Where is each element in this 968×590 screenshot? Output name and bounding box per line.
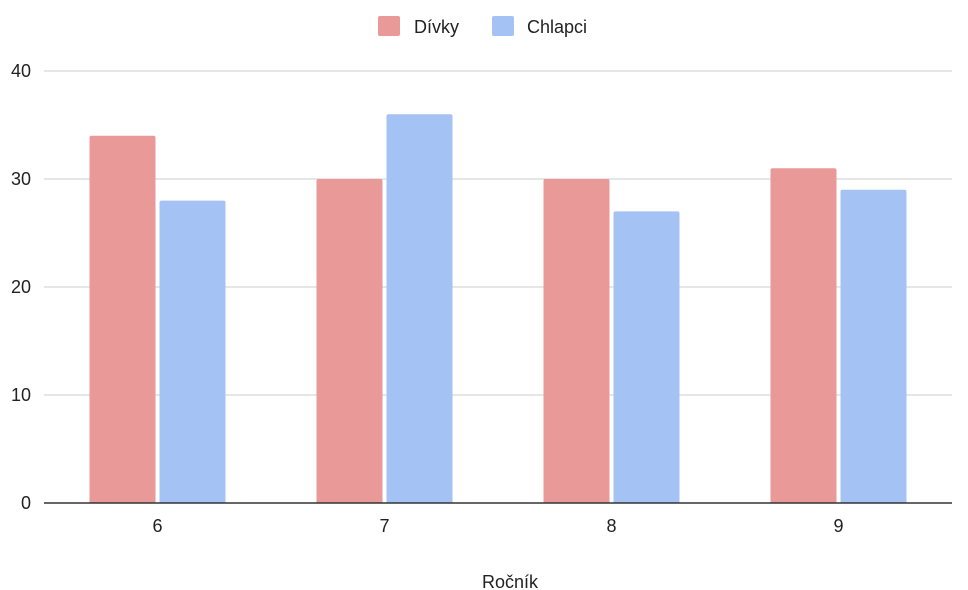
y-tick-label: 30: [11, 169, 31, 189]
x-tick-label: 8: [606, 516, 616, 536]
x-axis-tick-labels: 6 7 8 9: [152, 516, 843, 536]
legend: Dívky Chlapci: [378, 16, 587, 37]
legend-label-chlapci: Chlapci: [527, 17, 587, 37]
x-axis-title: Ročník: [482, 572, 539, 590]
y-tick-label: 10: [11, 385, 31, 405]
y-tick-label: 0: [21, 493, 31, 513]
y-tick-label: 20: [11, 277, 31, 297]
bar-chlapci-6: [159, 200, 226, 503]
bar-divky-6: [89, 135, 156, 504]
bar-divky-9: [770, 168, 837, 503]
bar-divky-8: [543, 179, 610, 503]
legend-label-divky: Dívky: [414, 17, 459, 37]
bar-divky-7: [316, 179, 383, 503]
bar-chlapci-9: [840, 189, 907, 504]
legend-swatch-divky: [378, 16, 400, 36]
x-tick-label: 6: [152, 516, 162, 536]
y-tick-label: 40: [11, 61, 31, 81]
y-axis-tick-labels: 0 10 20 30 40: [11, 61, 31, 513]
bar-chlapci-7: [386, 114, 453, 503]
x-tick-label: 7: [379, 516, 389, 536]
bar-chlapci-8: [613, 211, 680, 503]
bars: [89, 114, 907, 504]
legend-swatch-chlapci: [492, 16, 514, 36]
x-tick-label: 9: [833, 516, 843, 536]
